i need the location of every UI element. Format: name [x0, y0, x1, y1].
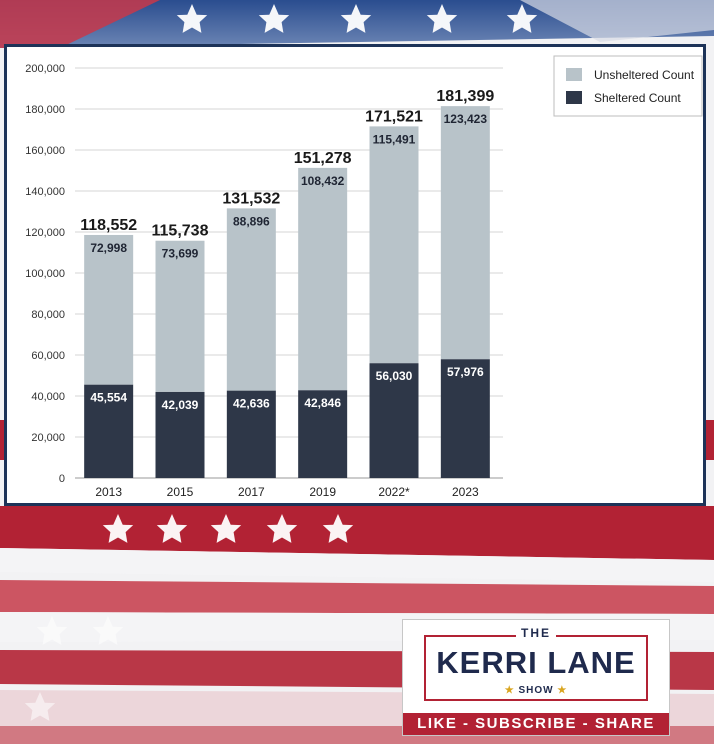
bar-unsheltered — [298, 167, 348, 391]
logo-name: KERRI LANE — [436, 645, 636, 680]
logo-frame: THE KERRI LANE ★ SHOW ★ — [424, 626, 648, 701]
legend-swatch — [566, 91, 582, 104]
legend-swatch — [566, 68, 582, 81]
star-icon: ★ — [557, 685, 568, 696]
total-label: 181,399 — [436, 88, 494, 105]
bar-sheltered — [440, 359, 490, 478]
bar-sheltered — [369, 363, 419, 478]
y-tick-label: 160,000 — [25, 145, 65, 157]
y-tick-label: 80,000 — [31, 309, 65, 321]
legend-label: Unsheltered Count — [594, 68, 695, 82]
data-label-sheltered: 45,554 — [90, 391, 127, 405]
x-tick-label: 2023 — [452, 485, 479, 499]
data-label-unsheltered: 123,423 — [444, 112, 488, 126]
y-tick-label: 40,000 — [31, 391, 65, 403]
star-icon: ★ — [504, 685, 515, 696]
stacked-bar-chart: 0 20,000 40,000 60,000 80,000 100,000 120,000 1… — [25, 55, 703, 499]
bar-sheltered — [155, 391, 205, 478]
legend — [553, 55, 703, 117]
y-tick-label: 180,000 — [25, 104, 65, 116]
bar-unsheltered — [226, 208, 276, 391]
y-tick-label: 20,000 — [31, 432, 65, 444]
total-label: 115,738 — [152, 223, 209, 240]
x-tick-label: 2015 — [167, 485, 194, 499]
legend-label: Sheltered Count — [594, 91, 681, 105]
data-label-sheltered: 42,039 — [162, 398, 199, 412]
y-tick-label: 0 — [59, 473, 65, 485]
cta-banner[interactable]: LIKE - SUBSCRIBE - SHARE — [403, 713, 669, 735]
bar-unsheltered — [369, 126, 419, 364]
total-label: 118,552 — [80, 217, 137, 234]
x-tick-label: 2019 — [309, 485, 336, 499]
show-logo[interactable]: THE KERRI LANE ★ SHOW ★ LIKE - SUBSCRIBE… — [402, 619, 670, 736]
logo-the: THE — [516, 626, 556, 640]
bar-unsheltered — [440, 106, 490, 360]
data-label-unsheltered: 72,998 — [90, 241, 127, 255]
data-label-unsheltered: 88,896 — [233, 214, 270, 228]
y-tick-label: 60,000 — [31, 350, 65, 362]
data-label-sheltered: 42,636 — [233, 397, 270, 411]
x-tick-label: 2013 — [95, 485, 122, 499]
bar-unsheltered — [84, 234, 134, 385]
x-tick-label: 2022* — [378, 485, 410, 499]
logo-show: SHOW — [518, 685, 554, 696]
bar-sheltered — [84, 384, 134, 478]
chart-panel: 0 20,000 40,000 60,000 80,000 100,000 120,000 1… — [4, 44, 706, 506]
y-tick-label: 100,000 — [25, 268, 65, 280]
bar-sheltered — [298, 390, 348, 478]
x-tick-label: 2017 — [238, 485, 265, 499]
y-tick-label: 140,000 — [25, 186, 65, 198]
data-label-sheltered: 56,030 — [376, 369, 413, 383]
bar-unsheltered — [155, 240, 205, 392]
data-label-sheltered: 42,846 — [304, 396, 341, 410]
data-label-unsheltered: 108,432 — [301, 174, 345, 188]
y-tick-label: 200,000 — [25, 63, 65, 75]
bar-sheltered — [226, 390, 276, 478]
total-label: 131,532 — [222, 190, 280, 207]
data-label-sheltered: 57,976 — [447, 365, 484, 379]
total-label: 171,521 — [365, 108, 423, 125]
data-label-unsheltered: 115,491 — [373, 132, 416, 146]
data-label-unsheltered: 73,699 — [162, 247, 199, 261]
y-tick-label: 120,000 — [25, 227, 65, 239]
total-label: 151,278 — [294, 150, 352, 167]
